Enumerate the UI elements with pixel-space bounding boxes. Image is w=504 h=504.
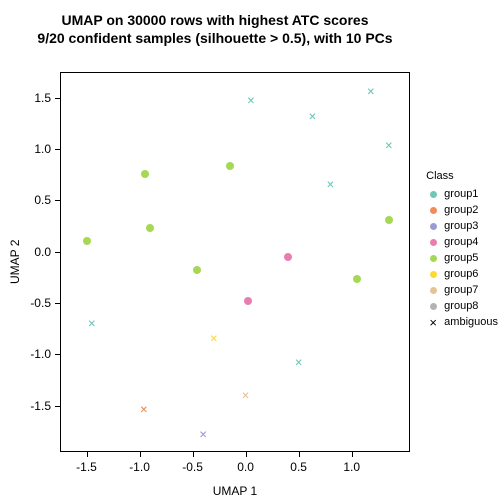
scatter-point: × [295,356,303,369]
legend-label: group1 [444,188,478,200]
legend-label: group4 [444,236,478,248]
legend-item: group2 [426,202,498,218]
scatter-point: × [242,389,250,402]
scatter-point: × [367,85,375,98]
plot-area [60,72,410,452]
scatter-point [83,237,91,245]
x-tick-mark [193,452,194,457]
y-tick-label: 1.5 [25,91,51,105]
y-tick-mark [55,303,60,304]
scatter-point: × [327,178,335,191]
x-tick-label: 0.0 [237,460,254,474]
scatter-point [146,224,154,232]
scatter-point: × [247,94,255,107]
scatter-point [226,162,234,170]
x-tick-label: 1.0 [343,460,360,474]
legend-item: group4 [426,234,498,250]
legend-swatch [426,203,440,217]
scatter-point [244,297,252,305]
scatter-point: × [88,317,96,330]
scatter-point [141,170,149,178]
scatter-point: × [309,111,317,124]
y-tick-label: 1.0 [25,142,51,156]
y-tick-label: 0.0 [25,245,51,259]
legend-item: × ambiguous [426,314,498,330]
legend-label: group8 [444,300,478,312]
x-tick-mark [140,452,141,457]
legend-items: group1 group2 group3 group4 group5 group6 grou… [426,186,498,330]
scatter-point [193,266,201,274]
legend-swatch [426,219,440,233]
legend-swatch [426,235,440,249]
x-axis-label: UMAP 1 [60,484,410,498]
legend-swatch [426,299,440,313]
y-tick-label: -1.0 [25,347,51,361]
title-line-2: 9/20 confident samples (silhouette > 0.5… [0,30,430,48]
legend-swatch [426,187,440,201]
umap-scatter-chart: UMAP on 30000 rows with highest ATC scor… [0,0,504,504]
y-tick-label: -0.5 [25,296,51,310]
x-tick-mark [87,452,88,457]
scatter-point: × [140,403,148,416]
y-tick-mark [55,149,60,150]
legend-swatch [426,283,440,297]
legend-item: group3 [426,218,498,234]
legend-label: group2 [444,204,478,216]
y-tick-mark [55,406,60,407]
y-tick-mark [55,200,60,201]
y-tick-label: 0.5 [25,193,51,207]
scatter-point [284,253,292,261]
x-tick-mark [352,452,353,457]
chart-title: UMAP on 30000 rows with highest ATC scor… [0,12,430,47]
x-tick-label: -1.5 [76,460,97,474]
legend: Class group1group2group3group4group5grou… [426,170,498,330]
legend-swatch [426,251,440,265]
scatter-point [385,216,393,224]
legend-label: group6 [444,268,478,280]
x-tick-label: -1.0 [129,460,150,474]
legend-swatch: × [426,315,440,329]
scatter-point: × [199,428,207,441]
x-tick-label: -0.5 [182,460,203,474]
legend-label: group5 [444,252,478,264]
legend-item: group6 [426,266,498,282]
y-tick-mark [55,354,60,355]
scatter-point [353,275,361,283]
legend-item: group5 [426,250,498,266]
legend-swatch [426,267,440,281]
legend-label: group3 [444,220,478,232]
title-line-1: UMAP on 30000 rows with highest ATC scor… [0,12,430,30]
y-axis-label: UMAP 2 [8,72,22,452]
scatter-point: × [210,333,218,346]
legend-item: group8 [426,298,498,314]
x-tick-mark [246,452,247,457]
legend-item: group1 [426,186,498,202]
y-tick-label: -1.5 [25,399,51,413]
legend-title: Class [426,170,498,182]
legend-label: ambiguous [444,316,498,328]
legend-label: group7 [444,284,478,296]
y-tick-mark [55,252,60,253]
y-tick-mark [55,98,60,99]
x-tick-label: 0.5 [290,460,307,474]
x-tick-mark [299,452,300,457]
legend-item: group7 [426,282,498,298]
scatter-point: × [385,139,393,152]
